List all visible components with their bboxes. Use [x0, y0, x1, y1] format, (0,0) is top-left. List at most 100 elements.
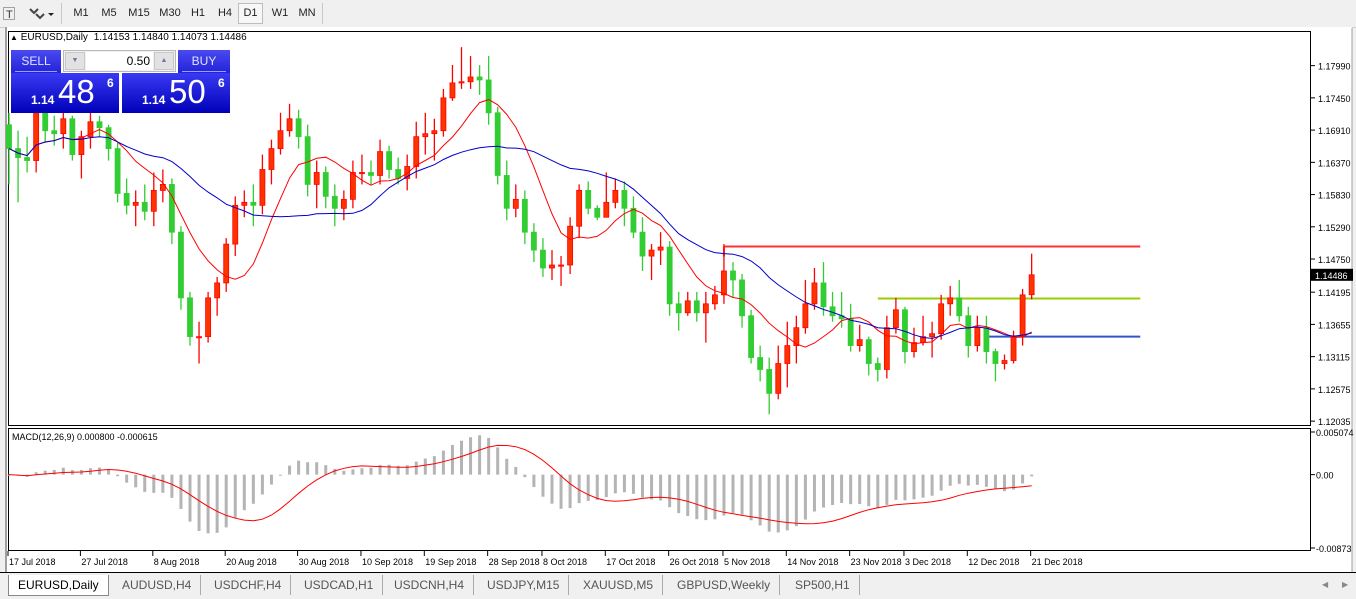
candle-body [929, 333, 935, 338]
macd-histogram-bar [631, 474, 635, 494]
candle [521, 190, 528, 245]
timeframe-d1[interactable]: D1 [238, 3, 263, 24]
price-tick-label: 1.13655 [1318, 320, 1351, 330]
macd-histogram-bar [595, 474, 599, 500]
scroll-left-icon[interactable]: ◀ [1322, 580, 1329, 589]
collapse-triangle-icon[interactable]: ▲ [10, 33, 18, 42]
candle [476, 65, 483, 95]
macd-histogram-bar [1012, 474, 1016, 490]
candle [883, 315, 890, 379]
tab-gbpusd-weekly[interactable]: GBPUSD,Weekly [668, 575, 781, 595]
candle-body [123, 192, 130, 206]
candle [250, 184, 257, 227]
candle-body [612, 189, 619, 203]
timeframe-mn[interactable]: MN [298, 7, 316, 19]
macd-histogram-bar [993, 474, 997, 490]
macd-histogram-bar [785, 474, 789, 531]
candle [331, 184, 338, 227]
tab-usdjpy-m15[interactable]: USDJPY,M15 [478, 575, 570, 595]
arrows-tool-icon[interactable] [26, 3, 56, 24]
macd-histogram-bar [107, 469, 111, 475]
date-tick-label: 8 Oct 2018 [543, 557, 587, 567]
candle [594, 205, 601, 221]
price-tick-label: 1.13115 [1318, 353, 1350, 363]
price-tick-label: 1.12575 [1318, 385, 1351, 395]
candle [693, 291, 700, 322]
candle [829, 291, 836, 322]
lot-increase-icon[interactable]: ▲ [154, 52, 174, 70]
macd-histogram-bar [930, 474, 934, 496]
candle-body [51, 130, 58, 135]
candle [404, 154, 411, 191]
sell-price[interactable]: 1.14 48 6 [11, 73, 119, 113]
candle [540, 238, 546, 277]
candle [739, 273, 745, 328]
candle-body [187, 297, 193, 338]
tab-usdchf-h4[interactable]: USDCHF,H4 [205, 575, 292, 595]
macd-histogram-bar [803, 474, 807, 520]
scroll-right-icon[interactable]: ▶ [1342, 580, 1349, 589]
candle-body [33, 112, 40, 161]
candle [494, 106, 501, 185]
sell-button[interactable]: SELL [11, 50, 61, 73]
candle-body [413, 136, 420, 167]
macd-histogram-bar [867, 474, 871, 507]
macd-histogram-bar [731, 474, 735, 514]
lot-size-control: ▼ ▲ [63, 50, 176, 72]
macd-histogram-bar [514, 466, 518, 475]
macd-tick-label: -0.00873 [1316, 544, 1352, 554]
timeframe-h4[interactable]: H4 [217, 7, 233, 19]
lot-size-input[interactable] [86, 52, 153, 70]
price-tick-label: 1.16910 [1318, 126, 1351, 136]
lot-decrease-icon[interactable]: ▼ [65, 52, 85, 70]
candle-body [965, 315, 972, 347]
candle-body [196, 336, 202, 339]
text-tool-icon[interactable]: T [2, 3, 16, 24]
macd-histogram-bar [677, 474, 681, 514]
macd-histogram-bar [650, 474, 654, 500]
candle [377, 139, 383, 185]
buy-button[interactable]: BUY [178, 50, 230, 73]
timeframe-w1[interactable]: W1 [271, 7, 289, 19]
tab-sp500-h1[interactable]: SP500,H1 [786, 575, 860, 595]
candle [150, 172, 157, 227]
timeframe-m15[interactable]: M15 [128, 7, 150, 19]
buy-price[interactable]: 1.14 50 6 [122, 73, 230, 113]
macd-histogram-bar [604, 474, 608, 498]
candle [413, 121, 420, 179]
candle [766, 357, 773, 415]
macd-histogram-bar [722, 474, 726, 516]
tab-audusd-h4[interactable]: AUDUSD,H4 [113, 575, 202, 595]
candle [639, 217, 646, 271]
candle-body [404, 166, 411, 179]
tab-usdcad-h1[interactable]: USDCAD,H1 [295, 575, 384, 595]
timeframe-m1[interactable]: M1 [73, 7, 89, 19]
macd-histogram-bar [324, 465, 328, 475]
candle [983, 315, 990, 364]
candle [268, 139, 275, 185]
macd-tick-label: 0.005074 [1316, 428, 1354, 438]
timeframe-m30[interactable]: M30 [159, 7, 181, 19]
candle-body [983, 327, 990, 352]
candle-body [150, 189, 157, 212]
candle [666, 241, 673, 316]
candle-body [874, 363, 881, 370]
timeframe-m5[interactable]: M5 [101, 7, 117, 19]
tab-usdcnh-h4[interactable]: USDCNH,H4 [385, 575, 475, 595]
candle [395, 157, 402, 185]
date-tick-label: 23 Nov 2018 [851, 557, 902, 567]
macd-histogram-bar [713, 474, 717, 520]
candle-body [431, 130, 438, 135]
candle [585, 181, 592, 215]
macd-histogram-bar [98, 467, 101, 475]
tab-xauusd-m5[interactable]: XAUUSD,M5 [574, 575, 664, 595]
candle [141, 184, 148, 221]
macd-histogram-bar [297, 460, 301, 475]
candle-body [684, 300, 691, 314]
macd-histogram-bar [260, 474, 264, 495]
macd-histogram-bar [948, 474, 952, 486]
tab-eurusd-daily[interactable]: EURUSD,Daily [8, 575, 109, 596]
timeframe-h1[interactable]: H1 [190, 7, 206, 19]
macd-histogram-bar [704, 474, 708, 521]
